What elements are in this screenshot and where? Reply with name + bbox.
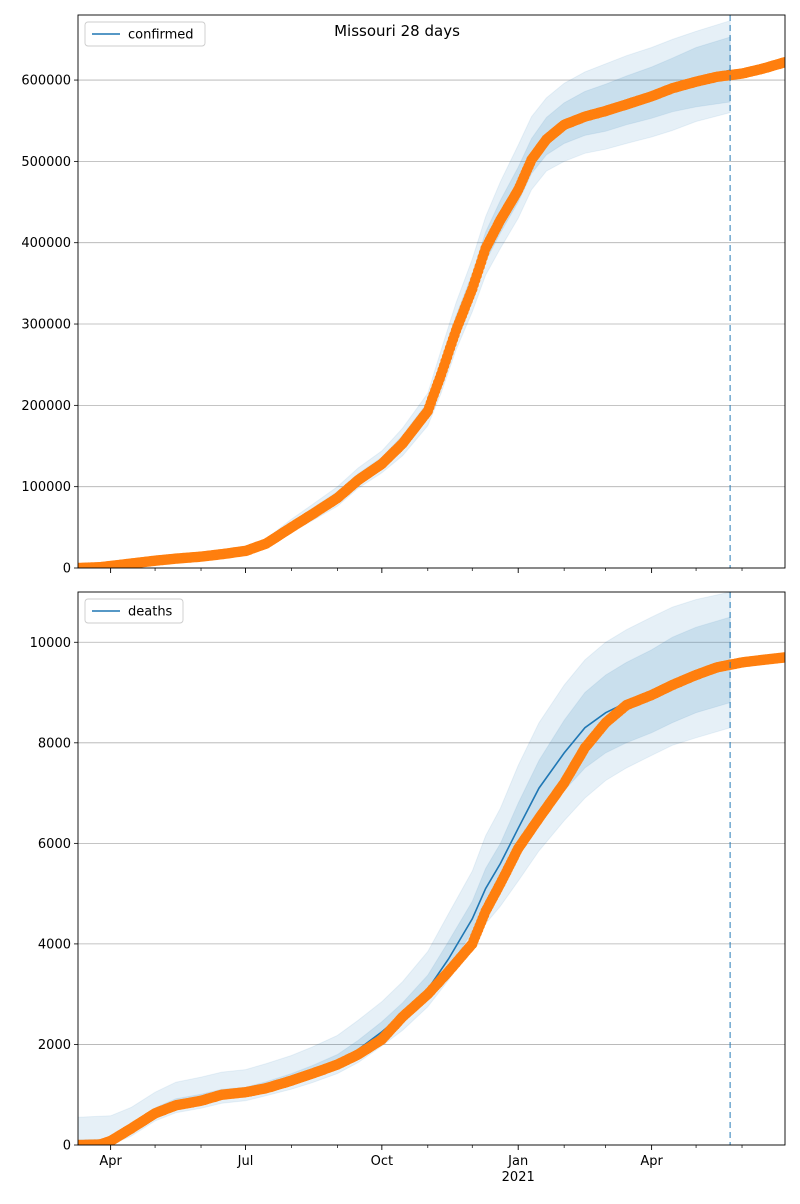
plot-area — [78, 15, 785, 568]
legend-label: deaths — [128, 605, 173, 620]
y-tick-label: 500000 — [21, 155, 71, 170]
y-tick-label: 200000 — [21, 399, 71, 414]
plot-frame — [77, 591, 786, 1146]
legend-box — [84, 598, 184, 624]
y-tick-label: 600000 — [21, 74, 71, 89]
confirmed-panel: 0 100000 200000 300000 400000 500000 600000 con… — [21, 14, 786, 577]
y-tick-label: 300000 — [21, 318, 71, 333]
y-tick-label: 0 — [63, 562, 71, 577]
y-tick-label: 8000 — [38, 736, 71, 751]
x-tick-label: Jan — [507, 1154, 528, 1169]
legend-box — [84, 21, 206, 47]
y-tick-label: 10000 — [30, 636, 71, 651]
x-tick-label: Oct — [371, 1154, 393, 1169]
outer-credible-band — [78, 20, 731, 568]
x-tick-label: Apr — [99, 1154, 122, 1169]
y-tick-label: 0 — [63, 1139, 71, 1154]
y-tick-label: 6000 — [38, 837, 71, 852]
y-tick-label: 400000 — [21, 236, 71, 251]
y-tick-label: 2000 — [38, 1038, 71, 1053]
observed-point — [779, 652, 785, 663]
plot-content — [78, 20, 785, 568]
observed-points — [78, 57, 785, 568]
observed-points — [78, 652, 785, 1145]
y-tick-label: 4000 — [38, 937, 71, 952]
x-tick-label: Jul — [237, 1154, 254, 1169]
figure-title: Missouri 28 days — [334, 22, 460, 40]
plot-content — [78, 592, 785, 1145]
legend-label: confirmed — [128, 28, 194, 43]
y-tick-label: 100000 — [21, 480, 71, 495]
observed-point — [779, 57, 785, 68]
legend: deaths — [84, 598, 184, 624]
x-tick-sublabel: 2021 — [502, 1170, 535, 1185]
legend: confirmed — [84, 21, 206, 47]
plot-frame — [77, 14, 786, 569]
x-tick-label: Apr — [640, 1154, 663, 1169]
